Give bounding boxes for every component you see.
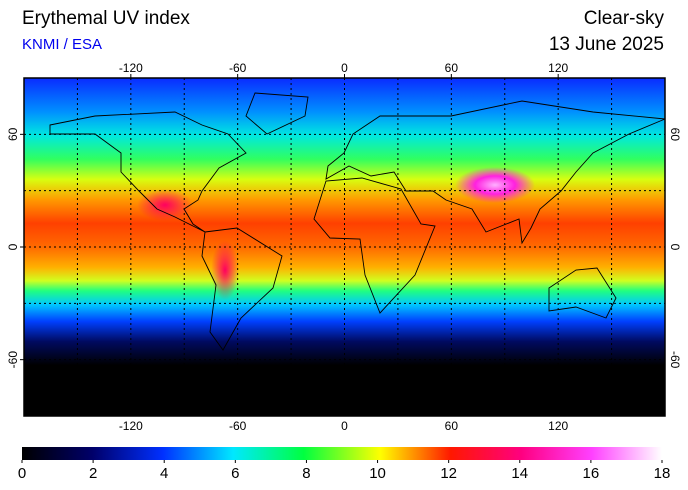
colorbar-tick-label: 8 [302,465,310,482]
uv-hotspot [137,189,193,221]
colorbar-tick-label: 2 [89,465,97,482]
colorbar-tick-label: 18 [654,465,671,482]
colorbar-tick-label: 6 [231,465,239,482]
uv-hotspot [211,240,239,300]
coastline [245,92,309,135]
graticule [24,78,665,416]
lat-tick-label: 0 [668,244,682,251]
lon-tick-label: 120 [548,419,568,433]
date: 13 June 2025 [549,34,664,55]
coastline [49,111,247,233]
colorbar-tick-label: 14 [511,465,528,482]
lon-tick-label: 60 [445,61,459,75]
lon-tick-label: -60 [229,61,247,75]
lat-tick-label: -60 [668,351,682,369]
lon-tick-label: -120 [119,61,143,75]
title: Erythemal UV index [22,8,190,29]
colorbar-tick-label: 0 [18,465,26,482]
lon-tick-label: -60 [229,419,247,433]
condition: Clear-sky [584,8,665,29]
colorbar-tick-label: 16 [583,465,600,482]
lon-tick-label: 60 [445,419,459,433]
colorbar-tick-label: 4 [160,465,168,482]
lat-tick-label: 60 [668,128,682,142]
lat-tick-label: 60 [6,127,20,141]
colorbar-tick-label: 12 [440,465,457,482]
colorbar [22,447,662,460]
source: KNMI / ESA [22,36,102,53]
lon-tick-label: -120 [119,419,143,433]
colorbar-tick-label: 10 [369,465,386,482]
coastline [548,267,617,319]
lon-tick-label: 120 [548,61,568,75]
lat-tick-label: -60 [6,351,20,369]
coastline [313,177,436,314]
uv-hotspot [455,167,535,203]
lon-tick-label: 0 [341,419,348,433]
lon-tick-label: 0 [341,61,348,75]
coastline [201,227,283,351]
map [23,77,666,417]
lat-tick-label: 0 [6,243,20,250]
